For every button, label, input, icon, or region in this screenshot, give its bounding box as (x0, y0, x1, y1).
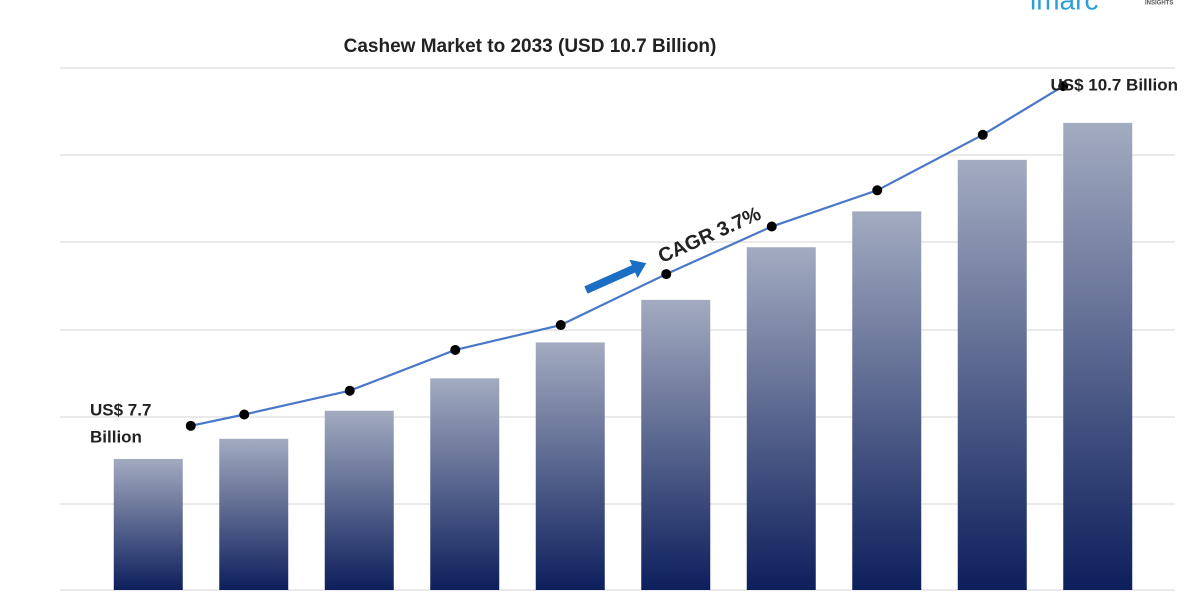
bar (957, 159, 1027, 591)
bar (1063, 122, 1133, 590)
point (872, 185, 883, 196)
cagr-arrow (584, 259, 647, 294)
bar (430, 378, 500, 590)
point (1058, 81, 1069, 92)
bar (113, 458, 183, 590)
point (450, 344, 461, 355)
annotation: US$ 7.7 (90, 400, 151, 419)
logo: imarc (1030, 0, 1098, 15)
bar (746, 247, 816, 590)
line (190, 85, 1064, 427)
annotation: Billion (90, 427, 142, 446)
point (977, 129, 988, 140)
point (661, 269, 672, 280)
point (555, 320, 566, 331)
point (344, 385, 355, 396)
plot (113, 81, 1133, 591)
point (766, 221, 777, 232)
logo-sub: INSIGHTS (1145, 1, 1173, 7)
point (239, 409, 250, 420)
arrow (584, 259, 647, 294)
bar (641, 299, 711, 590)
bar (852, 211, 922, 591)
bar (535, 342, 605, 590)
point (185, 420, 196, 431)
bar (219, 438, 289, 590)
chart-title: Cashew Market to 2033 (USD 10.7 Billion) (344, 36, 717, 57)
annotation: US$ 10.7 Billion (1050, 75, 1178, 94)
bar (324, 410, 394, 590)
